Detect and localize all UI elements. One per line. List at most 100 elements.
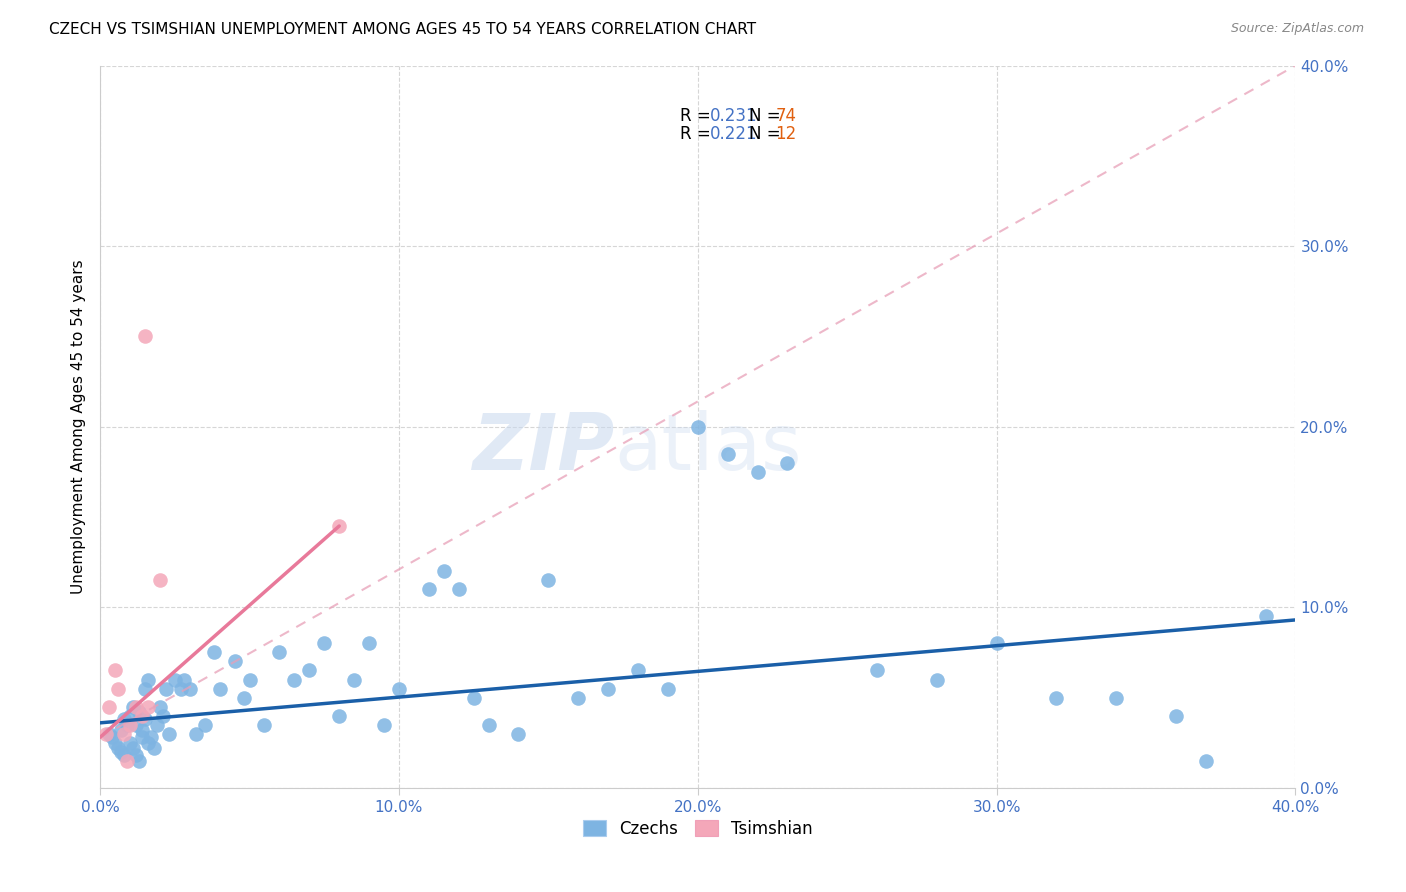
- Point: [134, 681, 156, 696]
- Point: [131, 708, 153, 723]
- Point: [986, 636, 1008, 650]
- Point: [125, 717, 148, 731]
- Point: [101, 731, 124, 745]
- Point: [598, 681, 620, 696]
- Point: [98, 699, 121, 714]
- Point: [112, 712, 135, 726]
- Point: [537, 573, 560, 587]
- Point: [134, 712, 156, 726]
- Point: [173, 673, 195, 687]
- Point: [208, 681, 231, 696]
- Point: [508, 726, 530, 740]
- Point: [104, 664, 127, 678]
- Text: atlas: atlas: [614, 410, 801, 486]
- Point: [627, 664, 650, 678]
- Point: [122, 699, 145, 714]
- Text: N =: N =: [749, 125, 786, 144]
- Point: [131, 723, 153, 737]
- Point: [359, 636, 381, 650]
- Point: [657, 681, 679, 696]
- Point: [131, 731, 153, 745]
- Point: [202, 645, 225, 659]
- Text: 0.221: 0.221: [710, 125, 758, 144]
- Point: [104, 736, 127, 750]
- Point: [134, 329, 156, 343]
- Text: 74: 74: [776, 107, 796, 125]
- Text: ZIP: ZIP: [472, 410, 614, 486]
- Point: [776, 456, 799, 470]
- Point: [298, 664, 321, 678]
- Point: [112, 726, 135, 740]
- Point: [118, 736, 141, 750]
- Point: [125, 699, 148, 714]
- Point: [125, 748, 148, 763]
- Point: [146, 717, 169, 731]
- Text: R =: R =: [681, 125, 716, 144]
- Point: [118, 708, 141, 723]
- Point: [136, 736, 159, 750]
- Point: [122, 741, 145, 756]
- Text: 0.231: 0.231: [710, 107, 758, 125]
- Point: [152, 708, 174, 723]
- Point: [1105, 690, 1128, 705]
- Point: [194, 717, 217, 731]
- Point: [224, 655, 246, 669]
- Point: [155, 681, 177, 696]
- Point: [433, 564, 456, 578]
- Point: [567, 690, 589, 705]
- Point: [128, 705, 150, 719]
- Point: [866, 664, 889, 678]
- Point: [283, 673, 305, 687]
- Point: [717, 447, 740, 461]
- Point: [115, 717, 138, 731]
- Point: [314, 636, 336, 650]
- Point: [238, 673, 260, 687]
- Point: [373, 717, 395, 731]
- Point: [388, 681, 411, 696]
- Point: [418, 582, 440, 597]
- Text: 12: 12: [776, 125, 797, 144]
- Point: [232, 690, 254, 705]
- Point: [110, 723, 132, 737]
- Point: [136, 673, 159, 687]
- Point: [110, 745, 132, 759]
- Point: [118, 717, 141, 731]
- Legend: Czechs, Tsimshian: Czechs, Tsimshian: [576, 814, 820, 845]
- Point: [115, 754, 138, 768]
- Point: [142, 741, 165, 756]
- Point: [1164, 708, 1187, 723]
- Point: [163, 673, 186, 687]
- Point: [1045, 690, 1067, 705]
- Point: [925, 673, 948, 687]
- Point: [686, 419, 709, 434]
- Y-axis label: Unemployment Among Ages 45 to 54 years: Unemployment Among Ages 45 to 54 years: [72, 260, 86, 594]
- Point: [184, 726, 207, 740]
- Point: [328, 708, 350, 723]
- Point: [136, 699, 159, 714]
- Point: [112, 748, 135, 763]
- Point: [478, 717, 501, 731]
- Point: [328, 519, 350, 533]
- Point: [170, 681, 193, 696]
- Point: [179, 681, 201, 696]
- Point: [149, 699, 172, 714]
- Point: [157, 726, 180, 740]
- Point: [447, 582, 470, 597]
- Point: [253, 717, 276, 731]
- Point: [463, 690, 485, 705]
- Text: R =: R =: [681, 107, 716, 125]
- Point: [98, 726, 121, 740]
- Point: [107, 741, 129, 756]
- Text: N =: N =: [749, 107, 786, 125]
- Point: [1254, 609, 1277, 624]
- Point: [269, 645, 291, 659]
- Point: [343, 673, 366, 687]
- Text: CZECH VS TSIMSHIAN UNEMPLOYMENT AMONG AGES 45 TO 54 YEARS CORRELATION CHART: CZECH VS TSIMSHIAN UNEMPLOYMENT AMONG AG…: [49, 22, 756, 37]
- Text: Source: ZipAtlas.com: Source: ZipAtlas.com: [1230, 22, 1364, 36]
- Point: [747, 465, 769, 479]
- Point: [128, 754, 150, 768]
- Point: [1195, 754, 1218, 768]
- Point: [107, 681, 129, 696]
- Point: [149, 573, 172, 587]
- Point: [139, 731, 162, 745]
